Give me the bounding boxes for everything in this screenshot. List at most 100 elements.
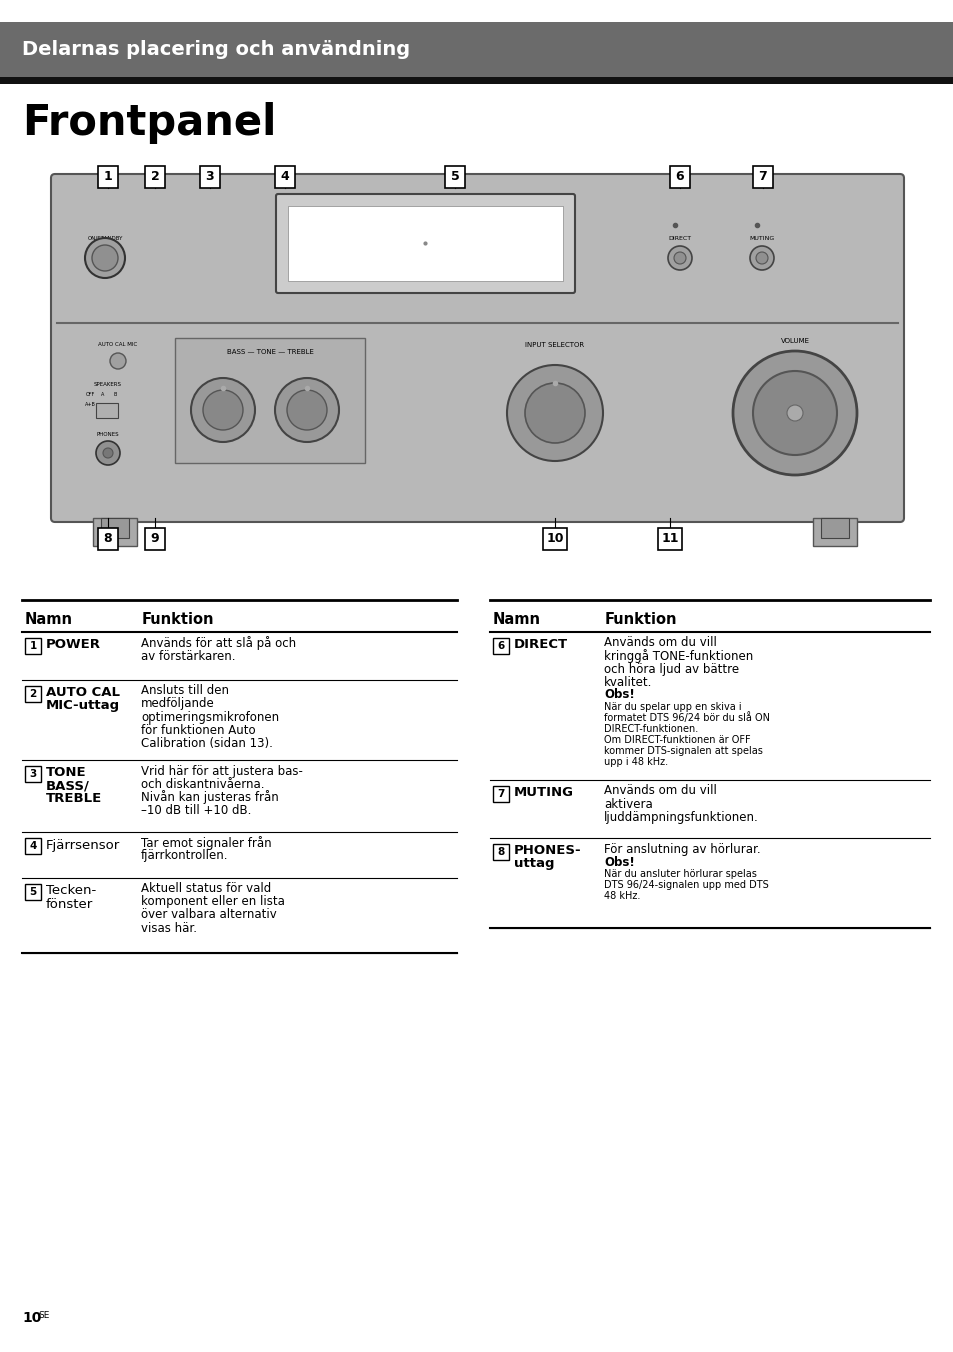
Bar [812, 518, 856, 546]
Text: kringgå TONE-funktionen: kringgå TONE-funktionen [603, 649, 753, 662]
Circle shape [96, 441, 120, 465]
Text: 7: 7 [758, 170, 766, 184]
Text: DIRECT: DIRECT [668, 235, 691, 241]
Text: och diskantnivåerna.: och diskantnivåerna. [141, 777, 264, 791]
Text: A+B: A+B [85, 402, 95, 407]
Bar [92, 518, 137, 546]
Text: visas här.: visas här. [141, 922, 196, 934]
Text: –10 dB till +10 dB.: –10 dB till +10 dB. [141, 803, 251, 817]
Text: 1: 1 [30, 641, 36, 652]
Text: B: B [113, 392, 116, 397]
Text: Calibration (sidan 13).: Calibration (sidan 13). [141, 737, 273, 749]
Text: Tecken-: Tecken- [46, 884, 96, 898]
Text: fjärrkontrollen.: fjärrkontrollen. [141, 849, 229, 863]
Text: 10: 10 [22, 1311, 41, 1325]
Bar [493, 786, 509, 802]
Text: För anslutning av hörlurar.: För anslutning av hörlurar. [603, 842, 760, 856]
Text: När du ansluter hörlurar spelas: När du ansluter hörlurar spelas [603, 869, 756, 879]
Text: Vrid här för att justera bas-: Vrid här för att justera bas- [141, 764, 302, 777]
Text: 5: 5 [450, 170, 459, 184]
Text: 8: 8 [104, 533, 112, 545]
Text: DIRECT-funktionen.: DIRECT-funktionen. [603, 725, 698, 734]
Text: aktivera: aktivera [603, 798, 652, 810]
Text: Nivån kan justeras från: Nivån kan justeras från [141, 790, 278, 804]
Text: Används om du vill: Används om du vill [603, 784, 716, 798]
Text: PHONES: PHONES [96, 433, 119, 438]
Text: medföljande: medföljande [141, 698, 214, 711]
Bar [493, 844, 509, 860]
Text: Obs!: Obs! [603, 688, 634, 702]
Text: 3: 3 [206, 170, 214, 184]
Bar [145, 529, 165, 550]
Bar [25, 838, 41, 854]
Text: Frontpanel: Frontpanel [22, 101, 276, 145]
Text: VOLUME: VOLUME [780, 338, 809, 343]
Circle shape [110, 353, 126, 369]
FancyBboxPatch shape [51, 174, 903, 522]
Text: formatet DTS 96/24 bör du slå ON: formatet DTS 96/24 bör du slå ON [603, 713, 769, 723]
Text: 5: 5 [30, 887, 36, 896]
Bar [542, 529, 566, 550]
Text: MIC-uttag: MIC-uttag [46, 699, 120, 713]
Text: 2: 2 [151, 170, 159, 184]
Bar [200, 166, 220, 188]
Circle shape [673, 251, 685, 264]
Text: DIRECT: DIRECT [514, 638, 568, 652]
Circle shape [755, 251, 767, 264]
Circle shape [786, 406, 802, 420]
Text: 1: 1 [104, 170, 112, 184]
Bar [98, 529, 118, 550]
Text: Används för att slå på och: Används för att slå på och [141, 635, 295, 650]
Text: ljuddämpningsfunktionen.: ljuddämpningsfunktionen. [603, 810, 758, 823]
Bar [0, 77, 953, 84]
Circle shape [749, 246, 773, 270]
Text: TREBLE: TREBLE [46, 792, 102, 806]
Circle shape [506, 365, 602, 461]
Text: Funktion: Funktion [142, 612, 214, 627]
Circle shape [274, 379, 338, 442]
Text: Används om du vill: Används om du vill [603, 637, 716, 649]
Text: 9: 9 [151, 533, 159, 545]
Text: Aktuell status för vald: Aktuell status för vald [141, 883, 271, 895]
Text: 10: 10 [546, 533, 563, 545]
Text: POWER: POWER [46, 638, 101, 652]
Text: 2: 2 [30, 690, 36, 699]
Text: Tar emot signaler från: Tar emot signaler från [141, 836, 272, 850]
Text: Delarnas placering och användning: Delarnas placering och användning [22, 41, 410, 59]
Text: kommer DTS-signalen att spelas: kommer DTS-signalen att spelas [603, 746, 762, 756]
Text: komponent eller en lista: komponent eller en lista [141, 895, 285, 909]
Text: PHONES-: PHONES- [514, 845, 581, 857]
Bar [669, 166, 689, 188]
Text: 11: 11 [660, 533, 678, 545]
Circle shape [91, 245, 118, 270]
Text: TONE: TONE [46, 767, 87, 780]
Text: 6: 6 [497, 641, 504, 652]
Text: BASS — TONE — TREBLE: BASS — TONE — TREBLE [226, 349, 314, 356]
Bar [0, 22, 953, 77]
Text: MUTING: MUTING [514, 787, 574, 799]
Text: 4: 4 [30, 841, 36, 850]
Bar [98, 166, 118, 188]
Bar [145, 166, 165, 188]
Text: MUTING: MUTING [749, 235, 774, 241]
Text: AUTO CAL MIC: AUTO CAL MIC [98, 342, 137, 347]
Text: 7: 7 [497, 790, 504, 799]
Text: av förstärkaren.: av förstärkaren. [141, 649, 235, 662]
Text: Namn: Namn [493, 612, 540, 627]
Text: Funktion: Funktion [604, 612, 677, 627]
Text: för funktionen Auto: för funktionen Auto [141, 723, 255, 737]
Text: DTS 96/24-signalen upp med DTS: DTS 96/24-signalen upp med DTS [603, 880, 768, 890]
Text: Obs!: Obs! [603, 856, 634, 868]
Circle shape [732, 352, 856, 475]
Text: BASS/: BASS/ [46, 780, 90, 792]
Circle shape [667, 246, 691, 270]
Text: AUTO CAL: AUTO CAL [46, 687, 120, 699]
Text: 6: 6 [675, 170, 683, 184]
Bar [25, 685, 41, 702]
Bar [174, 338, 365, 462]
Text: OFF: OFF [85, 392, 94, 397]
Text: 48 kHz.: 48 kHz. [603, 891, 639, 900]
Text: ON/STANDBY: ON/STANDBY [88, 235, 123, 241]
Text: Om DIRECT-funktionen är OFF: Om DIRECT-funktionen är OFF [603, 735, 750, 745]
Text: SPEAKERS: SPEAKERS [94, 383, 122, 388]
